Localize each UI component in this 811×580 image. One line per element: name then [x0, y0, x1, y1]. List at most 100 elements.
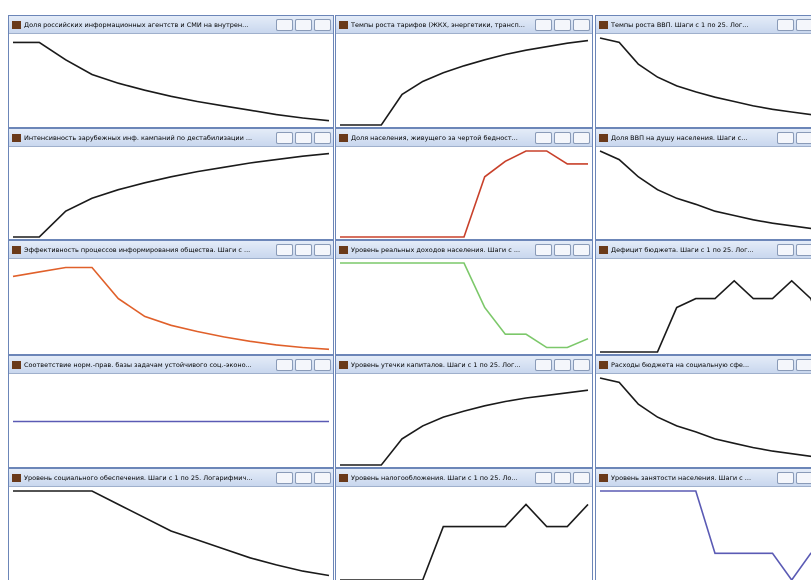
chart-window: Интенсивность зарубежных инф. кампаний п… — [8, 128, 334, 240]
minimize-button[interactable] — [535, 18, 552, 31]
window-icon — [339, 245, 348, 254]
plot — [340, 150, 588, 238]
plot — [340, 39, 589, 126]
close-button[interactable] — [314, 358, 331, 371]
window-title: Доля ВВП на душу населения. Шаги с... — [611, 133, 748, 142]
title-bar: Доля ВВП на душу населения. Шаги с... — [596, 129, 811, 147]
window-title: Доля российских информационных агентств … — [24, 20, 249, 29]
plot-line — [13, 152, 330, 238]
window-icon — [599, 360, 608, 369]
maximize-button[interactable] — [796, 358, 811, 371]
plot — [599, 37, 811, 116]
plot — [340, 503, 589, 580]
chart-window: Доля российских информационных агентств … — [8, 15, 334, 128]
minimize-button[interactable] — [535, 358, 552, 371]
minimize-button[interactable] — [777, 18, 794, 31]
title-bar: Уровень налогообложения. Шаги с 1 по 25.… — [336, 469, 592, 487]
maximize-button[interactable] — [295, 243, 312, 256]
title-bar: Эффективность процессов информирования о… — [9, 241, 333, 259]
minimize-button[interactable] — [777, 243, 794, 256]
plot — [13, 41, 330, 122]
title-bar: Уровень занятости населения. Шаги с ... — [596, 469, 811, 487]
maximize-button[interactable] — [796, 243, 811, 256]
title-bar: Соответствие норм.-прав. базы задачам ус… — [9, 356, 333, 374]
maximize-button[interactable] — [295, 131, 312, 144]
close-button[interactable] — [573, 358, 590, 371]
chart-window: Темпы роста ВВП. Шаги с 1 по 25. Лог... — [595, 15, 811, 128]
maximize-button[interactable] — [554, 358, 571, 371]
close-button[interactable] — [314, 243, 331, 256]
plot — [13, 490, 330, 577]
title-bar: Расходы бюджета на социальную сфе... — [596, 356, 811, 374]
title-bar: Доля российских информационных агентств … — [9, 16, 333, 34]
window-title: Темпы роста ВВП. Шаги с 1 по 25. Лог... — [611, 20, 749, 29]
close-button[interactable] — [573, 18, 590, 31]
window-icon — [12, 20, 21, 29]
chart-window: Расходы бюджета на социальную сфе... — [595, 355, 811, 468]
window-icon — [599, 20, 608, 29]
maximize-button[interactable] — [295, 18, 312, 31]
minimize-button[interactable] — [276, 243, 293, 256]
plot — [340, 389, 589, 466]
window-title: Эффективность процессов информирования о… — [24, 245, 251, 254]
maximize-button[interactable] — [554, 131, 571, 144]
close-button[interactable] — [314, 18, 331, 31]
plot-line — [600, 490, 811, 580]
title-bar: Темпы роста ВВП. Шаги с 1 по 25. Лог... — [596, 16, 811, 34]
plot-line — [340, 150, 588, 238]
plot-line — [340, 389, 589, 466]
maximize-button[interactable] — [295, 471, 312, 484]
plot — [12, 266, 330, 351]
maximize-button[interactable] — [554, 243, 571, 256]
maximize-button[interactable] — [796, 18, 811, 31]
plot — [599, 150, 811, 230]
window-icon — [599, 473, 608, 482]
plot-line — [599, 37, 811, 116]
minimize-button[interactable] — [535, 243, 552, 256]
window-title: Соответствие норм.-прав. базы задачам ус… — [24, 360, 252, 369]
title-bar: Уровень социального обеспечения. Шаги с … — [9, 469, 333, 487]
plot — [600, 279, 811, 353]
minimize-button[interactable] — [535, 471, 552, 484]
close-button[interactable] — [314, 471, 331, 484]
maximize-button[interactable] — [554, 18, 571, 31]
chart-window: Эффективность процессов информирования о… — [8, 240, 334, 355]
plot — [600, 490, 811, 580]
minimize-button[interactable] — [777, 358, 794, 371]
plot-line — [599, 150, 811, 230]
window-icon — [12, 473, 21, 482]
plot-line — [340, 503, 589, 580]
plot — [599, 377, 811, 458]
window-title: Темпы роста тарифов (ЖКХ, энергетики, тр… — [351, 20, 525, 29]
window-title: Дефицит бюджета. Шаги с 1 по 25. Лог... — [611, 245, 754, 254]
window-icon — [599, 245, 608, 254]
close-button[interactable] — [314, 131, 331, 144]
close-button[interactable] — [573, 471, 590, 484]
title-bar: Темпы роста тарифов (ЖКХ, энергетики, тр… — [336, 16, 592, 34]
minimize-button[interactable] — [777, 471, 794, 484]
maximize-button[interactable] — [796, 471, 811, 484]
minimize-button[interactable] — [276, 471, 293, 484]
minimize-button[interactable] — [276, 18, 293, 31]
minimize-button[interactable] — [276, 131, 293, 144]
window-icon — [339, 473, 348, 482]
title-bar: Доля населения, живущего за чертой бедно… — [336, 129, 592, 147]
window-icon — [599, 133, 608, 142]
close-button[interactable] — [573, 243, 590, 256]
maximize-button[interactable] — [295, 358, 312, 371]
minimize-button[interactable] — [276, 358, 293, 371]
window-title: Уровень занятости населения. Шаги с ... — [611, 473, 752, 482]
window-icon — [12, 360, 21, 369]
minimize-button[interactable] — [777, 131, 794, 144]
close-button[interactable] — [573, 131, 590, 144]
plot-line — [600, 279, 811, 353]
minimize-button[interactable] — [535, 131, 552, 144]
maximize-button[interactable] — [554, 471, 571, 484]
plot-line — [599, 377, 811, 458]
chart-window: Уровень реальных доходов населения. Шаги… — [335, 240, 593, 355]
plot-line — [13, 41, 330, 122]
window-title: Интенсивность зарубежных инф. кампаний п… — [24, 133, 253, 142]
chart-window: Дефицит бюджета. Шаги с 1 по 25. Лог... — [595, 240, 811, 355]
title-bar: Уровень утечки капиталов. Шаги с 1 по 25… — [336, 356, 592, 374]
maximize-button[interactable] — [796, 131, 811, 144]
